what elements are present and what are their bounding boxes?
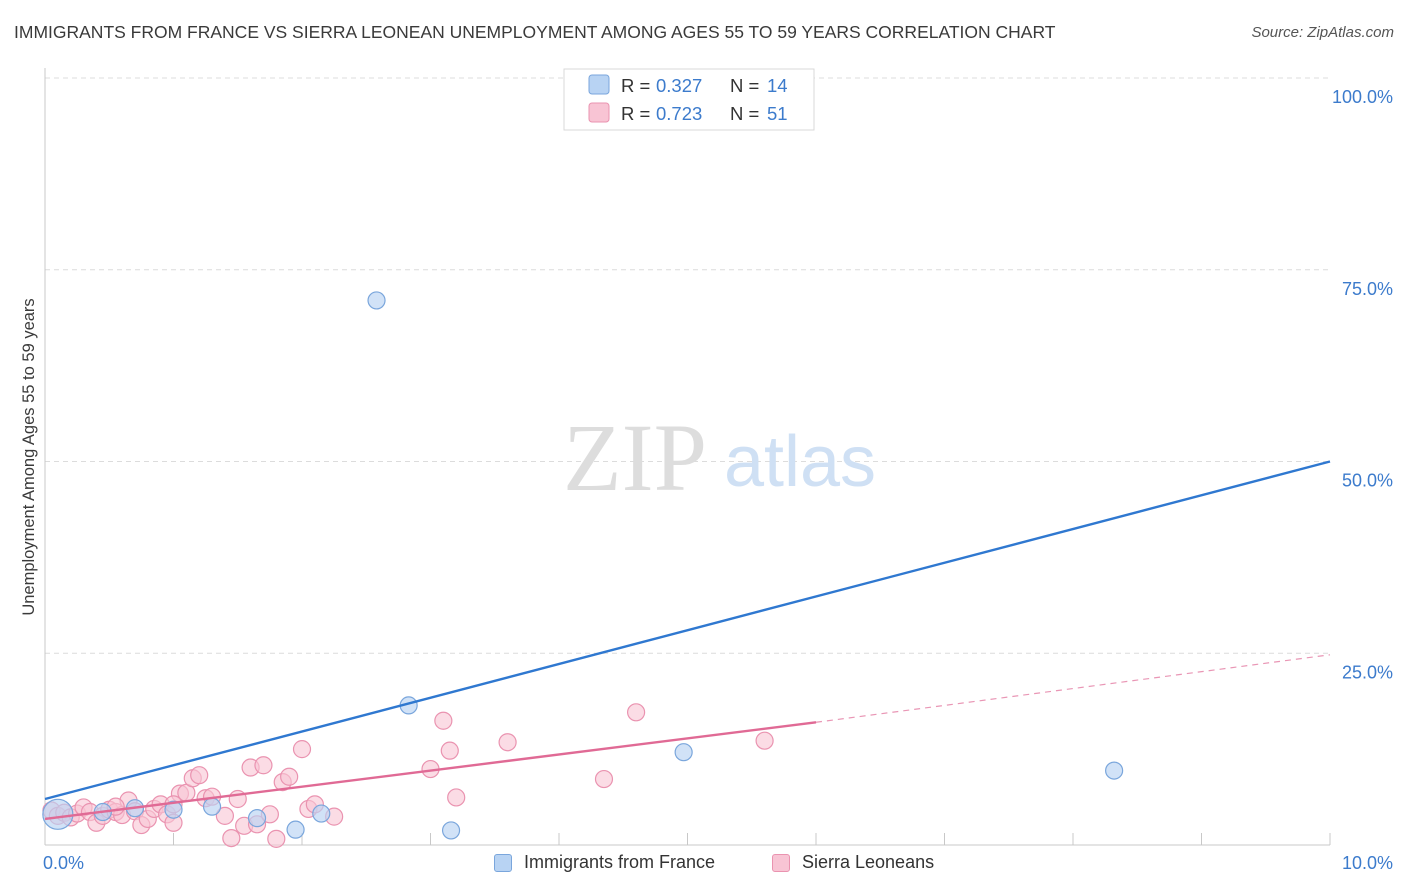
sierra-leoneans-point xyxy=(594,769,614,789)
legend-pink-n-value: 51 xyxy=(767,103,788,124)
immigrants-from-france-point xyxy=(286,820,305,839)
sierra-leoneans-point xyxy=(447,788,466,807)
grid xyxy=(45,77,1330,654)
legend-item-sierra-leoneans[interactable]: Sierra Leoneans xyxy=(772,852,934,873)
sierra-leoneans-point xyxy=(498,733,517,752)
legend-pink-r-value: 0.723 xyxy=(656,103,702,124)
legend-swatch-sierra-leoneans xyxy=(772,853,790,872)
sierra-leoneans-point xyxy=(440,741,459,760)
legend-label-france: Immigrants from France xyxy=(524,852,716,872)
y-tick-label: 75.0% xyxy=(1342,279,1393,299)
watermark: ZIP atlas xyxy=(563,404,876,511)
sierra-leoneans-point xyxy=(190,766,209,785)
x-tick-labels: 0.0% 10.0% xyxy=(43,853,1393,873)
sierra-leoneans-trend-extension xyxy=(815,654,1331,723)
top-legend: R = 0.327 N = 14 R = 0.723 N = 51 xyxy=(563,68,815,131)
sierra-leoneans-point xyxy=(626,703,646,722)
immigrants-from-france-point xyxy=(202,797,222,816)
sierra-leoneans-point xyxy=(215,806,234,825)
bottom-legend: Immigrants from France Sierra Leoneans xyxy=(0,852,1406,878)
immigrants-from-france-point xyxy=(367,291,386,310)
sierra-leoneans-point xyxy=(755,731,774,750)
immigrants-from-france-point xyxy=(247,809,267,828)
y-tick-label: 50.0% xyxy=(1342,471,1393,491)
axes xyxy=(44,68,1331,846)
immigrants-from-france-point xyxy=(1105,761,1124,780)
watermark-zip: ZIP xyxy=(563,404,707,511)
sierra-leoneans-point xyxy=(254,756,273,775)
france-trend-line xyxy=(44,460,1331,801)
y-tick-label: 25.0% xyxy=(1342,662,1393,682)
legend-blue-r-label: R = xyxy=(621,75,650,96)
sierra-leoneans-point xyxy=(267,829,286,848)
trend-lines xyxy=(44,460,1331,821)
legend-blue-swatch xyxy=(588,74,610,95)
immigrants-from-france-point xyxy=(42,798,74,830)
legend-swatch-france xyxy=(494,853,512,872)
y-tick-label: 100.0% xyxy=(1332,87,1393,107)
immigrants-from-france-point xyxy=(441,821,461,840)
legend-pink-r-label: R = xyxy=(621,103,650,124)
y-tick-labels: 100.0% 75.0% 50.0% 25.0% xyxy=(1332,87,1393,682)
x-tick-label: 10.0% xyxy=(1342,853,1393,873)
sierra-leoneans-point xyxy=(222,828,241,848)
legend-pink-n-label: N = xyxy=(730,103,759,124)
sierra-leoneans-trend-line xyxy=(44,721,817,821)
source-credit: Source: ZipAtlas.com xyxy=(1251,24,1394,41)
legend-blue-n-label: N = xyxy=(730,75,759,96)
sierra-leoneans-point xyxy=(434,711,453,730)
legend-item-france[interactable]: Immigrants from France xyxy=(494,852,715,873)
x-tick-label: 0.0% xyxy=(43,853,84,873)
y-axis-label: Unemployment Among Ages 55 to 59 years xyxy=(20,298,38,615)
sierra-leoneans-point xyxy=(292,740,312,759)
chart-title: IMMIGRANTS FROM FRANCE VS SIERRA LEONEAN… xyxy=(14,22,1056,42)
legend-label-sierra-leoneans: Sierra Leoneans xyxy=(802,852,935,872)
legend-pink-swatch xyxy=(588,102,610,123)
immigrants-from-france-point xyxy=(164,800,183,819)
immigrants-from-france-point xyxy=(312,804,331,823)
sierra-leoneans-points xyxy=(42,703,774,848)
legend-blue-r-value: 0.327 xyxy=(656,75,702,96)
legend-blue-n-value: 14 xyxy=(767,75,788,96)
watermark-atlas: atlas xyxy=(724,422,876,502)
sierra-leoneans-point xyxy=(280,767,299,786)
immigrants-from-france-point xyxy=(674,743,693,762)
